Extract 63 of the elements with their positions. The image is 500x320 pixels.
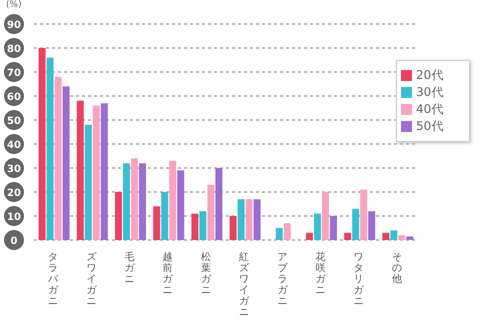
bar (344, 232, 352, 240)
bar (92, 106, 100, 240)
bar (46, 58, 54, 240)
bar (169, 160, 176, 240)
bar (84, 124, 92, 240)
bar (138, 163, 146, 240)
bar (76, 100, 84, 240)
y-tick-label: 90 (7, 20, 21, 31)
bar (199, 211, 206, 240)
x-tick-label: 越前ガニ (162, 251, 174, 296)
bar (177, 170, 184, 240)
bar (100, 103, 108, 240)
y-tick-label: 20 (7, 188, 21, 199)
bar (246, 199, 253, 240)
y-tick-label: 70 (7, 68, 21, 79)
legend-label: 30代 (416, 85, 444, 99)
bar (314, 214, 321, 240)
x-tick-label: タラバガニ (47, 252, 60, 307)
bar (352, 208, 360, 240)
legend-label: 40代 (416, 102, 444, 116)
bar (122, 163, 130, 240)
x-tick-label: 松葉ガニ (200, 251, 212, 296)
y-tick-label: 40 (7, 140, 21, 151)
y-tick-label: 10 (7, 212, 21, 223)
bar (284, 223, 291, 240)
x-tick-label: その他 (392, 252, 402, 285)
x-tick-label: ワタリガニ (354, 252, 365, 307)
bar (254, 199, 261, 240)
y-axis-title: (%) (6, 0, 22, 10)
y-tick-label: 0 (10, 236, 18, 247)
y-tick-label: 30 (7, 164, 21, 175)
bar (406, 236, 414, 240)
x-tick-label: 花咲ガニ (316, 251, 326, 296)
bar (322, 192, 329, 240)
bar (238, 199, 245, 240)
x-tick-label: 紅ズワイガニ (239, 252, 250, 318)
bar (153, 206, 160, 240)
y-tick-label: 50 (7, 116, 21, 127)
bar (54, 76, 62, 240)
bar (276, 228, 283, 240)
bar (368, 211, 376, 240)
bar (330, 216, 337, 240)
legend-label: 20代 (416, 68, 444, 82)
bar (62, 86, 70, 240)
x-tick-label: アブラガニ (277, 252, 288, 307)
bar (215, 168, 222, 240)
bar (230, 216, 237, 240)
bar (360, 190, 368, 240)
bar (306, 232, 313, 240)
bar (207, 184, 214, 240)
y-tick-label: 80 (7, 44, 21, 55)
bar (114, 192, 122, 240)
bar (390, 230, 398, 240)
bar (161, 192, 168, 240)
bar (191, 214, 198, 240)
legend-label: 50代 (416, 119, 444, 133)
bar (38, 48, 46, 240)
x-tick-label: 毛ガニ (124, 251, 136, 285)
bar (382, 232, 390, 240)
bar (398, 235, 406, 240)
y-tick-label: 60 (7, 92, 21, 103)
x-tick-label: ズワイガニ (86, 251, 98, 307)
bar (130, 158, 138, 240)
